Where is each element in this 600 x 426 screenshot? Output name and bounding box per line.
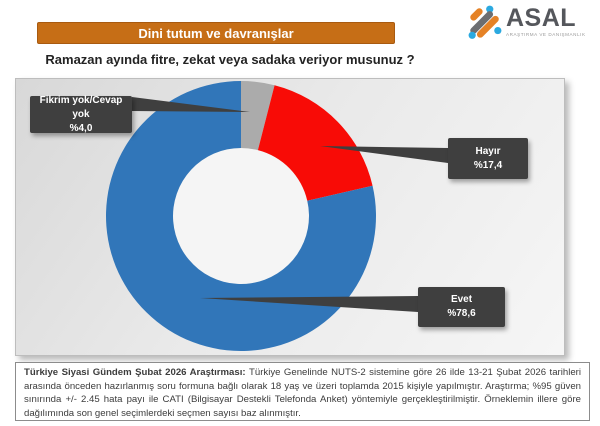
callout-label: Fikrim yok/Cevap yok (39, 94, 123, 120)
methodology-body: Türkiye Genelinde NUTS-2 sistemine göre … (24, 367, 581, 419)
donut-segment-evet (105, 80, 376, 351)
callout-label: Evet (450, 294, 473, 305)
section-title-bar: Dini tutum ve davranışlar (37, 22, 395, 44)
logo-name: ASAL (506, 4, 577, 33)
section-title: Dini tutum ve davranışlar (138, 25, 294, 41)
leader-line-evet (200, 296, 418, 312)
callout-evet: Evet %78,6 (418, 287, 505, 327)
donut-segment-fikrim-yok-cevap-yok (241, 81, 275, 151)
logo-text: ASAL ARAŞTIRMA VE DANIŞMANLIK (506, 4, 586, 37)
donut-segments (105, 80, 376, 351)
logo-tagline: ARAŞTIRMA VE DANIŞMANLIK (506, 31, 586, 37)
asal-logo-icon (468, 5, 502, 39)
chart-question: Ramazan ayında fitre, zekat veya sadaka … (45, 52, 415, 67)
leader-line-fikrim (132, 97, 250, 112)
methodology-note: Türkiye Siyasi Gündem Şubat 2026 Araştır… (15, 362, 590, 421)
callout-value: %4,0 (69, 122, 93, 134)
callout-fikrim-yok: Fikrim yok/Cevap yok %4,0 (30, 94, 132, 134)
callout-value: %78,6 (447, 308, 476, 319)
donut-hole (173, 148, 309, 284)
donut-segment-hay-r (257, 85, 373, 201)
callout-hayir: Hayır %17,4 (448, 138, 528, 179)
methodology-title: Türkiye Siyasi Gündem Şubat 2026 Araştır… (24, 367, 250, 378)
callout-label: Hayır (475, 145, 501, 157)
asal-logo: ASAL ARAŞTIRMA VE DANIŞMANLIK (466, 3, 586, 41)
callout-value: %17,4 (473, 159, 503, 171)
leader-line-hayir (320, 146, 448, 163)
